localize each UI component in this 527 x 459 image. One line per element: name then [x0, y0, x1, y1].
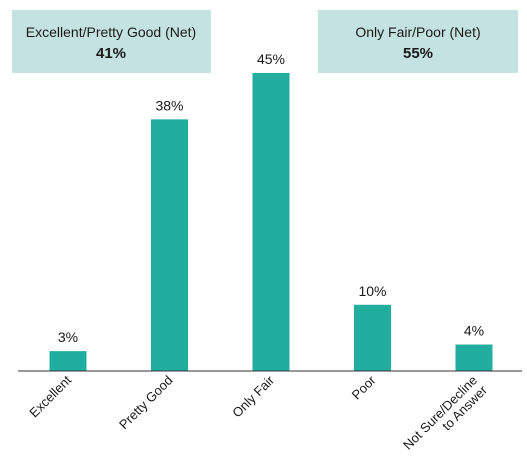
callout-only-fair-poor: Only Fair/Poor (Net) 55%	[318, 10, 518, 73]
callout-box	[12, 10, 211, 73]
bar-poor	[354, 304, 391, 371]
tick-label-excellent: Excellent	[26, 372, 74, 420]
value-label-only-fair: 45%	[257, 51, 285, 67]
value-label-excellent: 3%	[58, 329, 78, 345]
bar-pretty-good	[151, 119, 188, 371]
value-label-pretty-good: 38%	[155, 97, 183, 113]
bar-not-sure-decline-to-answer	[455, 344, 493, 371]
tick-label-pretty-good: Pretty Good	[116, 373, 176, 433]
callout-excellent-pretty-good: Excellent/Pretty Good (Net) 41%	[12, 10, 211, 73]
bar-only-fair	[252, 73, 290, 371]
callout-value: 55%	[403, 45, 433, 62]
callout-title: Only Fair/Poor (Net)	[355, 24, 480, 40]
value-label-poor: 10%	[358, 283, 386, 299]
tick-label-only-fair: Only Fair	[229, 372, 277, 420]
value-label-not-sure-decline-to-answer: 4%	[464, 323, 484, 339]
callout-value: 41%	[96, 45, 126, 62]
tick-label-poor: Poor	[349, 372, 379, 402]
callout-box	[318, 10, 518, 73]
callout-title: Excellent/Pretty Good (Net)	[26, 24, 196, 40]
bar-excellent	[49, 351, 87, 371]
tick-label-not-sure-decline-to-answer: Not Sure/Declineto Answer	[400, 372, 490, 459]
bars: 3% Excellent 38% Pretty Good 45% Only Fair 10%…	[26, 51, 493, 459]
